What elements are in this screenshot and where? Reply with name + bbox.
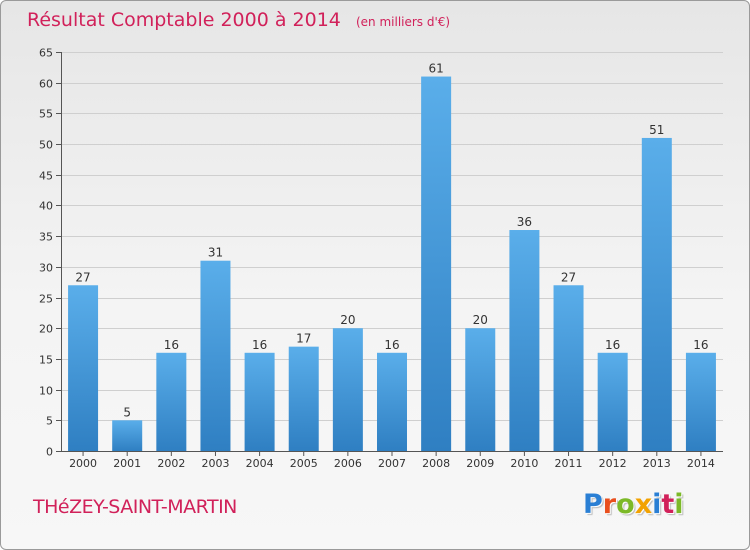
- bar: [465, 328, 496, 451]
- x-tick-label: 2008: [422, 457, 450, 470]
- bar: [597, 352, 628, 451]
- bar: [421, 76, 452, 452]
- logo-letter: r: [602, 489, 617, 520]
- bar-value-label: 61: [428, 62, 443, 76]
- y-tick-label: 35: [39, 231, 53, 244]
- y-tick-label: 10: [39, 385, 53, 398]
- x-tick-label: 2002: [157, 457, 185, 470]
- y-tick-label: 50: [39, 139, 53, 152]
- bar-value-label: 5: [123, 405, 131, 419]
- bar-value-label: 27: [561, 270, 576, 284]
- x-tick-label: 2012: [599, 457, 627, 470]
- bar: [641, 137, 672, 451]
- bar: [68, 285, 99, 451]
- axes: 0 5 10 15 20 25 30 35 40 45 50 55 60 65 2000 2001 2002 20…: [39, 47, 723, 470]
- bar: [509, 230, 540, 451]
- bar: [156, 352, 187, 451]
- x-tick-label: 2013: [643, 457, 671, 470]
- bar-value-label: 27: [75, 270, 90, 284]
- bar-value-label: 16: [384, 338, 399, 352]
- chart-unit: (en milliers d'€): [355, 15, 451, 29]
- x-tick-label: 2001: [113, 457, 141, 470]
- x-tick-label: 2000: [69, 457, 97, 470]
- x-tick-label: 2003: [201, 457, 229, 470]
- logo-letter: i: [674, 489, 684, 520]
- bar: [553, 285, 584, 451]
- commune-name: THéZEY-SAINT-MARTIN: [33, 496, 237, 518]
- x-tick-label: 2004: [246, 457, 274, 470]
- bar-value-label: 16: [252, 338, 267, 352]
- bar: [685, 352, 716, 451]
- y-tick-label: 65: [39, 47, 53, 60]
- bar: [377, 352, 407, 451]
- logo-letter: o: [616, 489, 635, 520]
- logo-letter: x: [634, 489, 653, 520]
- bar-value-label: 20: [340, 313, 355, 327]
- x-tick-label: 2010: [510, 457, 538, 470]
- proxiti-logo[interactable]: Proxiti: [583, 489, 684, 520]
- y-tick-label: 40: [39, 200, 53, 213]
- y-tick-label: 0: [46, 446, 53, 459]
- bar-value-label: 20: [473, 313, 488, 327]
- bar-value-label: 51: [649, 123, 664, 137]
- bar-value-label: 16: [164, 338, 179, 352]
- bar-value-label: 36: [517, 215, 532, 229]
- bar: [288, 346, 319, 451]
- logo-letter: i: [652, 489, 662, 520]
- y-tick-label: 5: [46, 415, 53, 428]
- bar: [112, 420, 143, 451]
- y-tick-label: 15: [39, 354, 53, 367]
- x-tick-label: 2007: [378, 457, 406, 470]
- bar-value-label: 16: [693, 338, 708, 352]
- y-tick-label: 60: [39, 78, 53, 91]
- y-tick-label: 20: [39, 323, 53, 336]
- y-tick-label: 25: [39, 293, 53, 306]
- bar: [244, 352, 275, 451]
- x-tick-label: 2005: [290, 457, 318, 470]
- chart-title: Résultat Comptable 2000 à 2014: [27, 9, 341, 31]
- x-tick-label: 2014: [687, 457, 715, 470]
- logo-letter: t: [661, 489, 675, 520]
- x-tick-label: 2011: [555, 457, 583, 470]
- bar: [200, 260, 231, 451]
- logo-letter: P: [583, 489, 603, 520]
- x-tick-label: 2006: [334, 457, 362, 470]
- y-tick-label: 55: [39, 108, 53, 121]
- chart-title-block: Résultat Comptable 2000 à 2014 (en milli…: [27, 9, 450, 31]
- bar-value-label: 31: [208, 246, 223, 260]
- bar-value-label: 16: [605, 338, 620, 352]
- bar: [332, 328, 363, 451]
- bars: 27 5 16 31 16 17 20 16 61 20 36 27 16 51 16: [68, 62, 716, 452]
- y-tick-label: 30: [39, 262, 53, 275]
- x-tick-label: 2009: [466, 457, 494, 470]
- y-tick-label: 45: [39, 170, 53, 183]
- bar-value-label: 17: [296, 332, 311, 346]
